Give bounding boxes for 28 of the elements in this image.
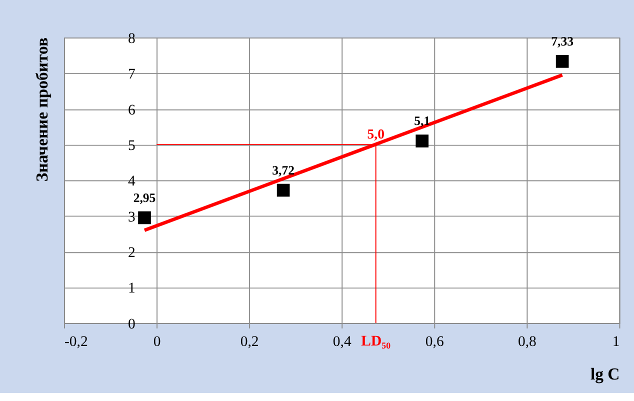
y-tick-label: 4 [128, 174, 136, 190]
y-tick-label: 6 [128, 102, 136, 118]
point [276, 184, 290, 197]
point [138, 211, 151, 224]
y-tick-label: 5 [128, 138, 136, 154]
ref-line-label: LD₅₀ [361, 334, 392, 350]
y-tick-label: 1 [128, 280, 136, 297]
y-tick-label: 7 [128, 66, 136, 83]
point [416, 134, 429, 148]
x-tick-label: -0,2 [64, 334, 88, 350]
data-label: 5,1 [414, 114, 430, 128]
data-label: 3,72 [272, 163, 294, 178]
y-axis-title: Значение пробитов [32, 38, 52, 182]
x-tick-label: 0 [153, 334, 161, 350]
data-label: 7,33 [551, 34, 574, 49]
x-tick-label: 0,2 [240, 334, 259, 350]
y-tick-label: 2 [128, 245, 136, 262]
y-tick-label: 3 [128, 209, 136, 226]
x-tick-label: 0,8 [518, 334, 536, 350]
x-tick-label: 0,4 [332, 334, 352, 350]
y-tick-label: 8 [128, 30, 136, 47]
x-tick-label: 1 [612, 334, 620, 350]
x-tick-label: 0,6 [425, 334, 444, 350]
y-tick-label: 0 [128, 316, 136, 332]
data-label: 2,95 [133, 190, 156, 205]
point [556, 55, 569, 68]
annotation: 5,0 [367, 126, 385, 142]
x-axis-title: lg C [590, 364, 620, 384]
